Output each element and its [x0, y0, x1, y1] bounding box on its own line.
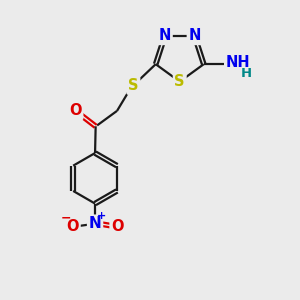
- Text: +: +: [97, 212, 106, 221]
- Text: N: N: [89, 216, 101, 231]
- Text: S: S: [175, 74, 185, 89]
- Text: O: O: [111, 219, 124, 234]
- Text: O: O: [69, 103, 82, 118]
- Text: N: N: [188, 28, 201, 44]
- Text: H: H: [241, 67, 252, 80]
- Text: N: N: [159, 28, 171, 44]
- Text: −: −: [61, 211, 71, 224]
- Text: S: S: [128, 78, 139, 93]
- Text: O: O: [67, 219, 79, 234]
- Text: NH: NH: [225, 55, 250, 70]
